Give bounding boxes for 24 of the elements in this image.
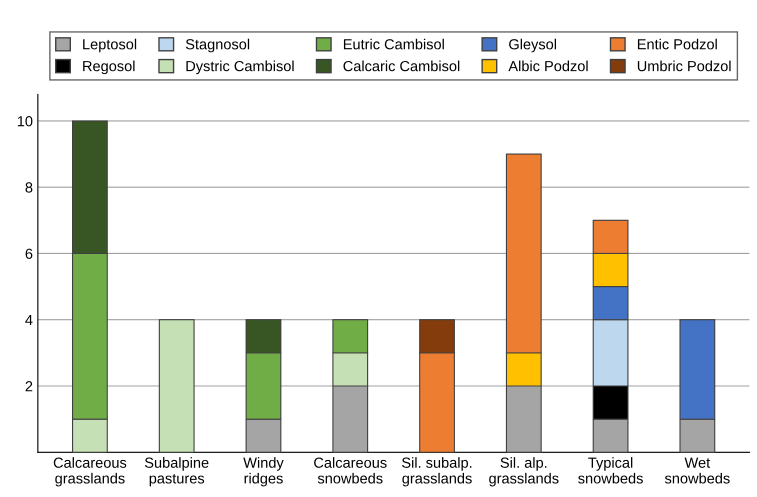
legend-label: Leptosol	[83, 38, 136, 52]
x-tick-label: Wet snowbeds	[664, 458, 730, 484]
x-tick-label: Subalpine pastures	[144, 457, 208, 486]
x-tick-label: Calcareous grasslands	[54, 457, 126, 486]
x-tick-label: Typical snowbeds	[578, 457, 643, 484]
y-tick-label: 8	[26, 182, 32, 193]
legend-label: Calcaric Cambisol	[343, 60, 460, 72]
legend-label: Entic Podzol	[638, 38, 717, 50]
legend-label: Regosol	[83, 60, 134, 74]
legend-label: Umbric Podzol	[638, 60, 731, 72]
y-tick-label: 2	[26, 381, 32, 392]
legend-label: Stagnosol	[186, 38, 250, 52]
y-tick-label: 6	[26, 248, 32, 259]
legend-label: Dystric Cambisol	[186, 60, 294, 74]
x-tick-label: Sil. subalp. grasslands	[402, 457, 472, 486]
x-tick-label: Calcareous snowbeds	[314, 457, 387, 484]
x-tick-label: Sil. alp. grasslands	[489, 457, 559, 486]
legend-label: Gleysol	[509, 38, 556, 52]
legend-label: Eutric Cambisol	[344, 38, 444, 50]
y-tick-label: 10	[18, 116, 32, 126]
bar	[158, 319, 195, 452]
y-tick-label: 4	[25, 314, 33, 326]
x-tick-label: Windy ridges	[243, 457, 284, 486]
legend-label: Albic Podzol	[508, 60, 588, 72]
